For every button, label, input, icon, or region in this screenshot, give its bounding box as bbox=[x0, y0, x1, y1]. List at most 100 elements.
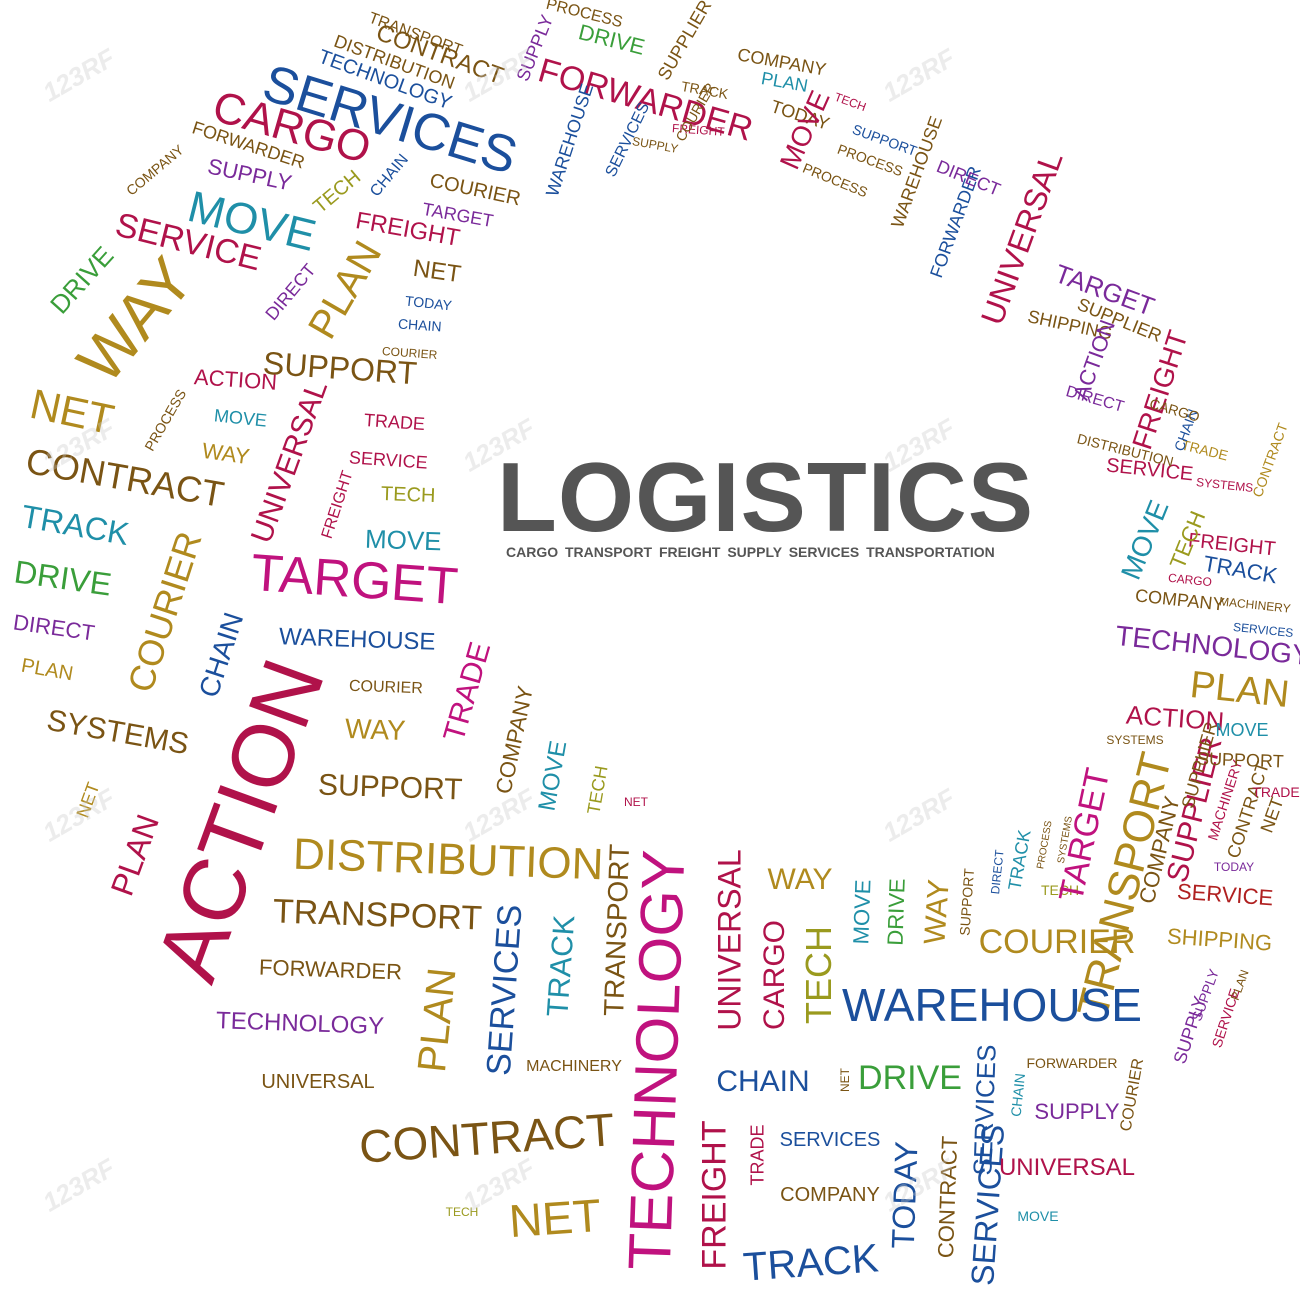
word: PLAN bbox=[19, 654, 75, 686]
word: WAREHOUSE bbox=[842, 979, 1142, 1031]
watermark: 123RF bbox=[877, 42, 961, 108]
word: CONTRACT bbox=[357, 1103, 617, 1173]
word: COURIER bbox=[1117, 1057, 1148, 1133]
word: MOVE bbox=[533, 738, 572, 814]
word: CHAIN bbox=[397, 315, 443, 335]
word: MACHINERY bbox=[526, 1058, 622, 1075]
word: TODAY bbox=[403, 292, 453, 314]
word: DISTRIBUTION bbox=[292, 829, 604, 890]
word: DRIVE bbox=[858, 1059, 962, 1097]
word: MOVE bbox=[1017, 1208, 1059, 1224]
word: WAY bbox=[200, 437, 252, 470]
word: COMPANY bbox=[123, 141, 187, 199]
word: WAREHOUSE bbox=[542, 81, 598, 199]
word: PLAN bbox=[409, 965, 465, 1075]
word: NET bbox=[1256, 794, 1288, 836]
word: TRACK bbox=[18, 497, 132, 553]
word: SERVICE bbox=[348, 447, 428, 473]
word: UNIVERSAL bbox=[974, 146, 1070, 330]
word: NET bbox=[507, 1188, 603, 1248]
word: PROCESS bbox=[140, 386, 190, 454]
word: TRADE bbox=[747, 1124, 768, 1186]
word: TECH bbox=[309, 166, 365, 218]
word: SERVICES bbox=[964, 1123, 1012, 1287]
word: SUPPORT bbox=[317, 768, 463, 807]
word: SUPPORT bbox=[261, 344, 419, 392]
word: NET bbox=[624, 795, 648, 809]
word: UNIVERSAL bbox=[711, 849, 748, 1031]
word: TARGET bbox=[249, 543, 461, 617]
word: SYSTEMS bbox=[1106, 733, 1164, 747]
word: PLAN bbox=[1188, 663, 1292, 717]
word: SERVICES bbox=[480, 903, 530, 1077]
word: DIRECT bbox=[987, 849, 1007, 895]
word: TECH bbox=[445, 1205, 479, 1219]
word: TODAY bbox=[1213, 860, 1255, 874]
word: UNIVERSAL bbox=[998, 1154, 1136, 1181]
word: MOVE bbox=[213, 405, 269, 431]
word: PLAN bbox=[299, 233, 391, 347]
word: MACHINERY bbox=[1218, 594, 1292, 616]
word: WAY bbox=[344, 712, 406, 747]
word: SUPPORT bbox=[1196, 748, 1284, 772]
word: MOVE bbox=[847, 879, 876, 945]
word: SUPPLY bbox=[630, 134, 680, 156]
title: LOGISTICS bbox=[497, 442, 1035, 552]
word: FORWARDER bbox=[258, 954, 402, 985]
word: SUPPORT bbox=[956, 867, 978, 937]
word: ACTION bbox=[136, 646, 343, 993]
word: FORWARDER bbox=[1026, 1055, 1118, 1071]
word: CONTRACT bbox=[932, 1135, 963, 1259]
watermark: 123RF bbox=[37, 1152, 121, 1218]
word: COURIER bbox=[348, 677, 424, 698]
word: PLAN bbox=[1228, 967, 1252, 1003]
word: WAY bbox=[767, 863, 833, 896]
word: FREIGHT bbox=[696, 1120, 734, 1270]
word: UNIVERSAL bbox=[261, 1071, 375, 1093]
word: TECH bbox=[1040, 882, 1080, 898]
word: PROCESS bbox=[800, 159, 870, 201]
word: TRACK bbox=[1004, 828, 1036, 892]
word: DRIVE bbox=[12, 553, 114, 603]
word: NET bbox=[838, 1068, 852, 1092]
word: DRIVE bbox=[882, 877, 911, 947]
word: MOVE bbox=[1215, 720, 1269, 740]
word: CHAIN bbox=[1007, 1072, 1029, 1118]
word: DIRECT bbox=[11, 609, 97, 646]
word: SYSTEMS bbox=[44, 703, 192, 762]
word: MOVE bbox=[1114, 495, 1175, 584]
watermark: 123RF bbox=[37, 42, 121, 108]
word: UNIVERSAL bbox=[244, 376, 335, 548]
watermark: 123RF bbox=[877, 782, 961, 848]
word: MOVE bbox=[364, 523, 442, 557]
word: TRADE bbox=[363, 409, 427, 435]
word: TRACK bbox=[541, 914, 582, 1018]
word: FREIGHT bbox=[318, 468, 357, 541]
word: SERVICES bbox=[779, 1129, 881, 1151]
word: CONTRACT bbox=[1249, 420, 1291, 500]
word: SERVICE bbox=[1176, 878, 1274, 911]
word: SUPPLIER bbox=[654, 0, 716, 84]
word: SYSTEMS bbox=[1195, 475, 1255, 495]
word: COMPANY bbox=[1134, 585, 1226, 615]
word: TECH bbox=[380, 483, 436, 507]
word: TRADE bbox=[437, 638, 498, 746]
word: TECH bbox=[582, 764, 612, 816]
word: PROCESS bbox=[1034, 819, 1055, 870]
word: TECHNOLOGY bbox=[615, 848, 698, 1272]
word: COMPANY bbox=[490, 683, 539, 797]
word: TRADE bbox=[1252, 784, 1300, 800]
word: ACTION bbox=[193, 364, 279, 395]
word: COMPANY bbox=[780, 1184, 880, 1206]
word: TECHNOLOGY bbox=[215, 1007, 385, 1040]
word: CARGO bbox=[1167, 570, 1213, 590]
word: WAREHOUSE bbox=[278, 623, 436, 656]
word: COURIER bbox=[119, 526, 210, 698]
word: CHAIN bbox=[367, 151, 413, 201]
word: CARGO bbox=[757, 919, 791, 1031]
word: WAY bbox=[917, 878, 956, 946]
word: TECH bbox=[832, 89, 868, 115]
word: TRACK bbox=[741, 1236, 881, 1290]
word: NET bbox=[411, 254, 463, 289]
